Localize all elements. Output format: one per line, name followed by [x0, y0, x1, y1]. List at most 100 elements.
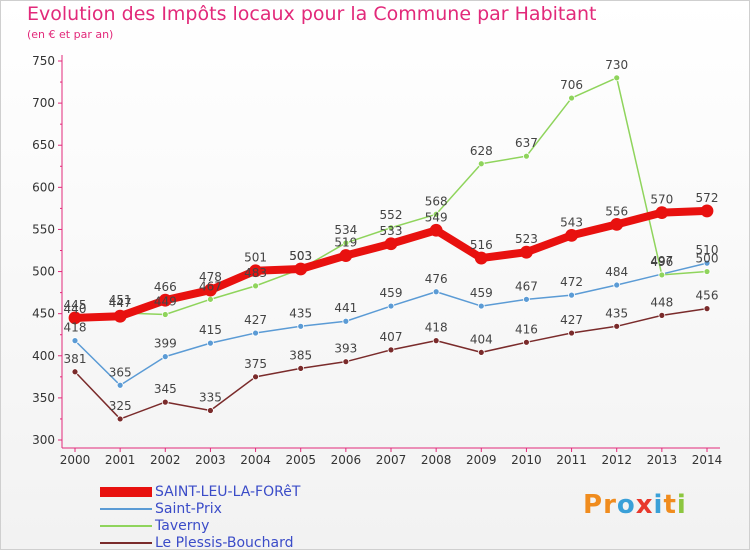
- data-point: [477, 349, 485, 356]
- data-label: 404: [470, 332, 493, 346]
- data-label: 459: [470, 286, 493, 300]
- y-tick-label: 650: [32, 138, 55, 152]
- x-tick-label: 2000: [60, 453, 91, 467]
- data-label: 399: [154, 337, 177, 351]
- data-point: [477, 302, 485, 310]
- data-label: 543: [560, 215, 583, 229]
- data-point: [116, 381, 124, 389]
- data-label: 459: [380, 286, 403, 300]
- logo-letter: i: [653, 490, 664, 520]
- data-point: [568, 329, 575, 337]
- y-tick-label: 600: [32, 180, 55, 194]
- data-label: 335: [199, 391, 222, 405]
- data-point: [703, 268, 711, 275]
- data-label: 523: [515, 232, 538, 246]
- y-axis-ticks: 300 350 400 450 500 550 600 650 700 750: [32, 54, 62, 447]
- data-label: 467: [515, 279, 538, 293]
- legend-label: Le Plessis-Bouchard: [155, 535, 294, 551]
- data-label: 706: [560, 78, 583, 92]
- data-label: 503: [289, 249, 312, 263]
- legend-label: SAINT-LEU-LA-FORêT: [155, 484, 301, 500]
- data-label: 415: [199, 323, 222, 337]
- data-point: [474, 251, 488, 265]
- data-label: 572: [696, 191, 719, 205]
- data-label: 427: [244, 313, 267, 327]
- data-point: [477, 160, 485, 168]
- y-tick-label: 400: [32, 349, 55, 363]
- data-point: [384, 237, 398, 251]
- data-point: [432, 210, 440, 218]
- data-label: 451: [109, 293, 132, 307]
- data-point: [342, 358, 350, 366]
- data-label: 325: [109, 399, 132, 413]
- x-tick-label: 2007: [376, 453, 407, 467]
- x-tick-label: 2014: [692, 453, 723, 467]
- proxiti-logo: Proxiti: [583, 490, 687, 520]
- data-label: 501: [244, 251, 267, 265]
- data-label: 472: [560, 275, 583, 289]
- data-label: 427: [560, 313, 583, 327]
- x-tick-label: 2005: [285, 453, 316, 467]
- data-point: [161, 398, 169, 406]
- data-label: 556: [605, 204, 628, 218]
- data-point: [342, 239, 350, 247]
- data-label: 393: [334, 342, 357, 356]
- data-point: [71, 337, 79, 345]
- y-tick-label: 350: [32, 391, 55, 405]
- data-point: [207, 407, 214, 414]
- legend-label: Saint-Prix: [155, 501, 222, 517]
- data-label: 441: [334, 301, 357, 315]
- data-label: 466: [154, 280, 177, 294]
- data-label: 385: [289, 348, 312, 362]
- data-point: [432, 288, 440, 296]
- x-tick-label: 2013: [647, 453, 678, 467]
- data-point: [252, 282, 259, 290]
- x-tick-label: 2001: [105, 453, 136, 467]
- data-label: 503: [289, 249, 312, 263]
- data-label: 497: [650, 254, 673, 268]
- logo-letter: P: [583, 490, 604, 520]
- data-point: [113, 309, 127, 323]
- data-label: 519: [334, 236, 357, 250]
- data-point: [568, 94, 575, 102]
- y-tick-label: 750: [32, 54, 55, 68]
- data-label: 730: [605, 58, 628, 72]
- data-label: 407: [380, 330, 403, 344]
- data-point: [204, 283, 217, 297]
- x-tick-label: 2011: [556, 453, 587, 467]
- data-point: [68, 311, 82, 325]
- data-point: [523, 152, 530, 160]
- data-label: 483: [244, 266, 267, 280]
- data-label: 435: [605, 306, 628, 320]
- data-label: 637: [515, 136, 538, 150]
- data-label: 418: [425, 321, 448, 335]
- data-point: [158, 293, 172, 307]
- data-point: [297, 322, 305, 330]
- chart-subtitle: (en € et par an): [27, 28, 114, 41]
- series-layer: [68, 74, 714, 423]
- data-point: [613, 281, 621, 289]
- legend-swatch: [100, 542, 152, 544]
- data-point: [249, 264, 262, 278]
- legend-swatch: [100, 508, 152, 510]
- data-point: [700, 204, 714, 218]
- data-label: 510: [696, 243, 719, 257]
- data-label: 570: [650, 193, 673, 207]
- data-label: 478: [199, 270, 222, 284]
- data-point: [523, 338, 530, 346]
- x-tick-label: 2009: [466, 453, 497, 467]
- data-point: [613, 74, 621, 82]
- data-point: [161, 311, 169, 318]
- data-point: [703, 305, 711, 313]
- data-point: [252, 373, 259, 381]
- data-label: 500: [696, 252, 719, 266]
- data-label: 345: [154, 382, 177, 396]
- x-tick-label: 2003: [195, 453, 226, 467]
- data-point: [387, 224, 395, 232]
- data-labels: 381 325 345 335 375 385 393 407 418 404 416 427 435 4…: [64, 58, 719, 413]
- x-axis-ticks: 2000 2001 2002 2003 2004 2005 2006 2007 2008 2009…: [60, 448, 723, 467]
- data-point: [252, 329, 259, 337]
- x-tick-label: 2006: [331, 453, 362, 467]
- data-label: 365: [109, 365, 132, 379]
